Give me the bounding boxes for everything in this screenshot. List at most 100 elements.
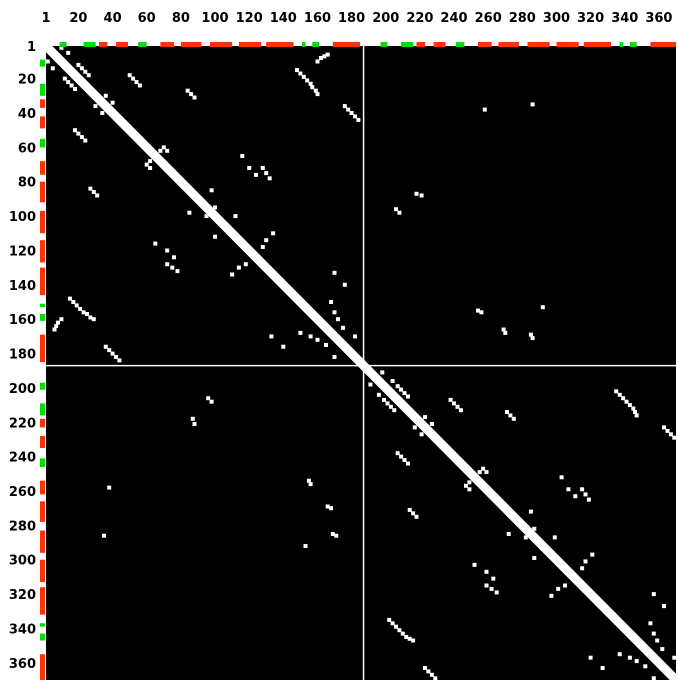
- ss-segment-strand: [40, 59, 45, 67]
- contact-point: [170, 265, 175, 270]
- left-tick-label: 200: [9, 382, 36, 397]
- contact-point: [187, 210, 192, 215]
- contact-point: [329, 506, 334, 511]
- contact-point: [552, 535, 557, 540]
- ss-segment-helix: [583, 42, 612, 47]
- contact-point: [617, 652, 622, 657]
- ss-segment-helix: [40, 210, 45, 234]
- contact-point: [414, 514, 419, 519]
- ss-segment-helix: [40, 530, 45, 553]
- contact-point: [530, 102, 535, 107]
- contact-point: [655, 638, 660, 643]
- contact-point: [476, 308, 480, 313]
- contact-point: [83, 138, 88, 143]
- contact-point: [131, 76, 136, 81]
- contact-point: [190, 416, 195, 421]
- contact-point: [672, 435, 677, 440]
- contact-point: [269, 334, 274, 339]
- contact-point: [66, 50, 71, 55]
- contact-point: [100, 111, 105, 115]
- top-tick-label: 300: [543, 11, 570, 26]
- contact-point: [315, 59, 320, 64]
- top-tick-label: 220: [406, 11, 433, 26]
- contact-point: [301, 74, 306, 79]
- contact-point: [484, 583, 489, 588]
- contact-point: [110, 100, 115, 105]
- contact-point: [573, 494, 578, 499]
- contact-point: [583, 559, 588, 564]
- contact-point: [342, 282, 347, 287]
- ss-segment-strand: [619, 42, 624, 47]
- contact-point: [93, 104, 98, 109]
- ss-segment-helix: [40, 116, 45, 129]
- top-tick-label: 80: [172, 11, 190, 26]
- contact-point: [52, 327, 57, 332]
- contact-point: [621, 396, 626, 401]
- contact-point: [71, 300, 76, 304]
- contact-point: [206, 396, 211, 401]
- contact-point: [175, 269, 180, 274]
- contact-point: [458, 408, 463, 413]
- ss-segment-helix: [98, 42, 108, 47]
- contact-point: [346, 107, 351, 112]
- ss-segment-helix: [527, 42, 550, 47]
- left-tick-label: 20: [18, 73, 36, 88]
- contact-point: [648, 621, 653, 626]
- top-tick-label: 120: [236, 11, 263, 26]
- ss-segment-helix: [160, 42, 175, 47]
- contact-point: [161, 145, 166, 150]
- top-tick-label: 240: [440, 11, 467, 26]
- contact-point: [580, 566, 585, 571]
- contact-point: [491, 576, 496, 581]
- ss-segment-strand: [312, 42, 320, 47]
- contact-point: [394, 207, 398, 212]
- contact-point: [559, 475, 564, 480]
- top-tick-label: 340: [611, 11, 638, 26]
- ss-segment-strand: [40, 138, 45, 148]
- contact-point: [67, 296, 72, 301]
- contact-point: [295, 68, 299, 73]
- top-tick-label: 260: [475, 11, 502, 26]
- contact-point: [332, 310, 337, 315]
- left-tick-label: 280: [9, 519, 36, 534]
- contact-point: [172, 255, 176, 260]
- contact-point: [402, 458, 407, 463]
- main-diagonal: [41, 41, 678, 684]
- contact-point: [467, 487, 472, 492]
- contact-point: [209, 188, 214, 193]
- contact-point: [390, 621, 395, 626]
- contact-point: [394, 624, 398, 629]
- contact-point: [452, 401, 456, 406]
- contact-point: [668, 432, 673, 437]
- top-tick-label: 100: [201, 11, 228, 26]
- contact-point: [209, 399, 214, 404]
- contact-point: [566, 487, 571, 492]
- left-tick-label: 360: [9, 657, 36, 672]
- top-axis-tick-labels: 1 20 40 60 80 100 120 140 160 180 200 220 240 260 280 3…: [41, 11, 672, 26]
- ss-segment-strand: [302, 42, 306, 47]
- ss-segment-helix: [40, 181, 45, 203]
- contact-point: [455, 404, 460, 409]
- contact-point: [501, 327, 506, 332]
- contact-point: [530, 336, 535, 341]
- contact-point: [189, 92, 194, 97]
- contact-point: [532, 556, 537, 560]
- ss-segment-helix: [332, 42, 361, 47]
- contact-point: [631, 406, 636, 411]
- contact-point: [74, 303, 79, 308]
- ss-segment-helix: [40, 559, 45, 582]
- contacts-layer: [45, 45, 677, 681]
- contact-point: [325, 504, 330, 509]
- contact-point: [404, 635, 409, 639]
- contact-point: [264, 171, 269, 176]
- contact-point: [318, 56, 323, 60]
- contact-point: [407, 636, 412, 641]
- contact-point: [192, 422, 197, 426]
- contact-point: [103, 93, 108, 98]
- contact-point: [505, 410, 509, 414]
- ss-segment-strand: [455, 42, 465, 47]
- contact-point: [247, 166, 252, 170]
- contact-point: [315, 337, 320, 342]
- contact-point: [144, 162, 149, 167]
- contact-point: [506, 532, 511, 536]
